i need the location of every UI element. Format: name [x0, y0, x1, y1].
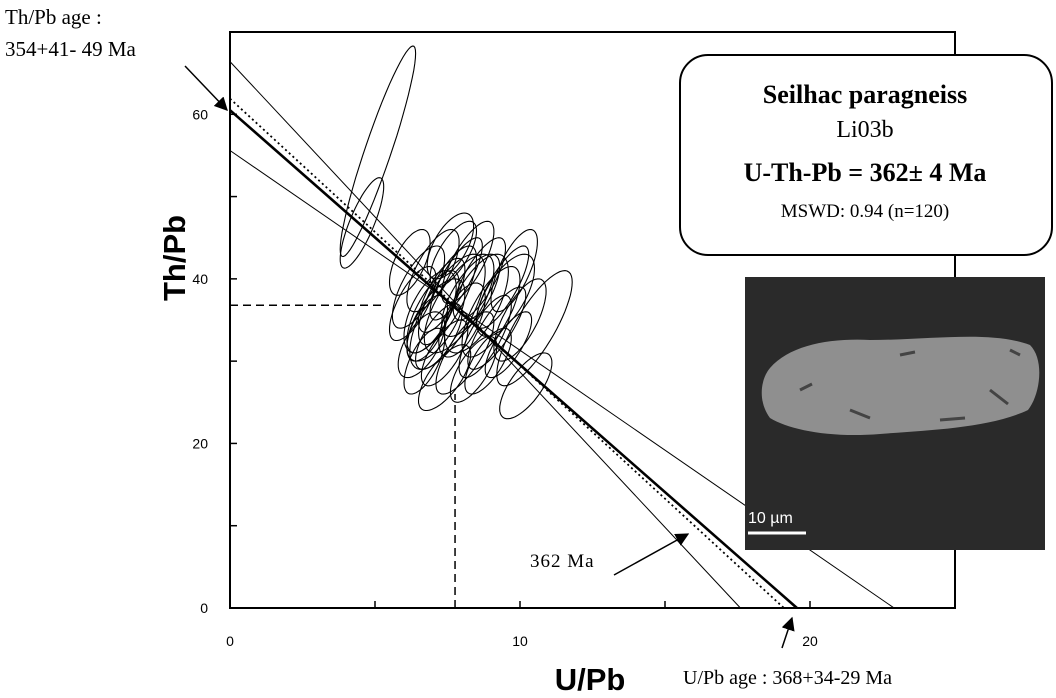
error-ellipse: [417, 344, 472, 412]
annotation: U/Pb age : 368+34-29 Ma: [683, 667, 892, 689]
line-bold: [229, 109, 798, 609]
error-ellipse: [406, 278, 466, 362]
sample-name: Seilhac paragneiss: [763, 80, 967, 109]
error-ellipse: [403, 270, 457, 354]
annotation: 362 Ma: [530, 551, 595, 572]
annotation: Th/Pb age :: [5, 5, 102, 29]
error-ellipse: [484, 311, 533, 379]
legend-box: [679, 54, 1053, 256]
annotation-arrow: [184, 65, 228, 111]
y-tick-label: 40: [192, 271, 208, 287]
sample-id: Li03b: [836, 117, 893, 143]
zircon-grain: [761, 336, 1040, 436]
x-tick-label: 0: [226, 633, 234, 649]
x-tick-label: 10: [512, 633, 528, 649]
error-ellipse: [429, 220, 478, 288]
error-ellipse: [441, 220, 495, 305]
error-ellipse: [490, 228, 538, 313]
error-ellipse: [409, 253, 486, 370]
y-tick-label: 0: [200, 600, 208, 616]
mswd: MSWD: 0.94 (n=120): [781, 201, 950, 222]
x-tick-label: 20: [802, 633, 818, 649]
annotation-arrow: [781, 616, 795, 649]
error-ellipse: [339, 45, 417, 258]
error-ellipse: [420, 319, 469, 387]
y-tick-label: 60: [192, 106, 208, 122]
plot-area: [229, 45, 956, 609]
annotation-arrow: [613, 533, 690, 576]
age-result: U-Th-Pb = 362± 4 Ma: [744, 158, 987, 187]
error-ellipse: [493, 278, 547, 362]
x-axis-label: U/Pb: [555, 662, 626, 697]
error-ellipse: [441, 253, 501, 337]
error-ellipse: [438, 282, 486, 358]
error-ellipse: [467, 286, 527, 370]
error-ellipse: [496, 270, 573, 387]
grain-cracks: [799, 348, 1021, 422]
error-ellipse: [397, 311, 446, 379]
error-ellipse: [461, 266, 521, 358]
scale-label: 10 µm: [748, 510, 793, 527]
error-ellipse: [499, 352, 553, 420]
error-ellipse: [403, 327, 446, 395]
annotation: 354+41- 49 Ma: [5, 37, 137, 61]
y-axis-label: Th/Pb: [157, 215, 192, 301]
error-ellipse: [417, 245, 478, 346]
error-ellipse: [339, 177, 385, 269]
y-tick-label: 20: [192, 435, 208, 451]
error-ellipse: [464, 327, 512, 395]
